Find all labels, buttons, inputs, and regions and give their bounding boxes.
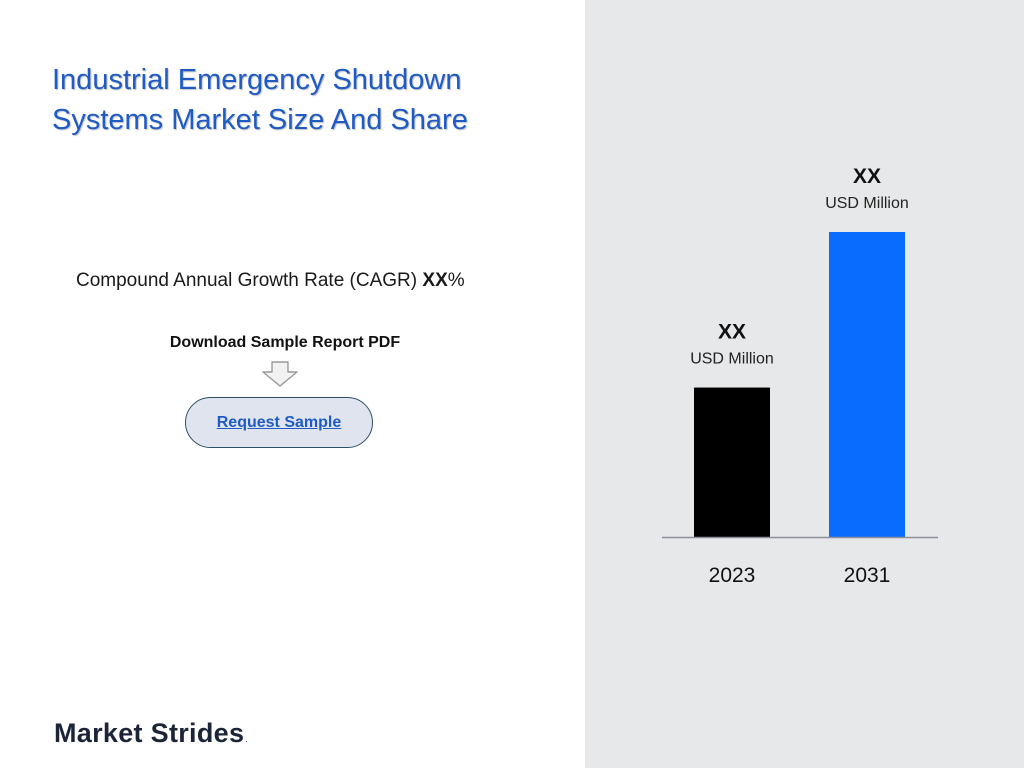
down-arrow-icon bbox=[262, 361, 298, 387]
brand-logo: Market Strides. bbox=[54, 718, 248, 749]
unit-label-2023: USD Million bbox=[690, 351, 774, 368]
bar-2031 bbox=[829, 232, 905, 537]
bar-2023 bbox=[694, 387, 770, 537]
x-tick-2023: 2023 bbox=[709, 564, 756, 587]
page-title-line-1: Industrial Emergency Shutdown bbox=[52, 64, 462, 96]
unit-label-2031: USD Million bbox=[825, 195, 909, 212]
download-sample-label: Download Sample Report PDF bbox=[169, 334, 401, 351]
cagr-value: XX bbox=[422, 270, 448, 291]
market-size-bar-chart: XX USD Million 2023 XX USD Million 2031 bbox=[662, 165, 938, 587]
data-label-2031: XX bbox=[853, 165, 881, 188]
cagr-label: Compound Annual Growth Rate (CAGR) bbox=[76, 270, 423, 291]
right-panel bbox=[585, 0, 1024, 768]
request-sample-button[interactable]: Request Sample bbox=[185, 397, 373, 448]
data-label-2023: XX bbox=[718, 321, 746, 344]
page-title-line-2: Systems Market Size And Share bbox=[52, 104, 468, 136]
cagr-percent: % bbox=[447, 270, 465, 291]
page-title: Industrial Emergency Shutdown Systems Ma… bbox=[52, 60, 552, 140]
request-sample-link[interactable]: Request Sample bbox=[216, 413, 342, 431]
left-panel: Industrial Emergency Shutdown Systems Ma… bbox=[52, 60, 552, 749]
brand-name: Market Strides bbox=[54, 718, 245, 748]
brand-mark: . bbox=[245, 734, 249, 744]
x-tick-2031: 2031 bbox=[844, 564, 891, 587]
cagr-text: Compound Annual Growth Rate (CAGR) XX% bbox=[76, 270, 465, 292]
